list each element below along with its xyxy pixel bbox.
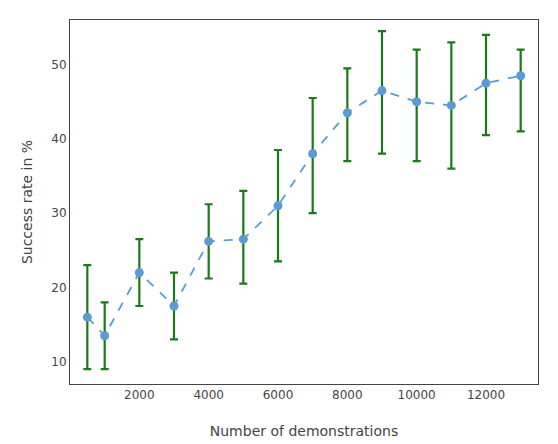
svg-text:Number of demonstrations: Number of demonstrations	[210, 423, 398, 439]
svg-text:10: 10	[51, 355, 66, 369]
svg-text:6000: 6000	[263, 388, 294, 402]
svg-text:Success rate in %: Success rate in %	[19, 140, 35, 264]
svg-text:2000: 2000	[124, 388, 155, 402]
svg-text:20: 20	[51, 281, 66, 295]
svg-text:30: 30	[51, 206, 66, 220]
svg-text:8000: 8000	[332, 388, 363, 402]
svg-text:50: 50	[51, 58, 66, 72]
svg-text:4000: 4000	[193, 388, 224, 402]
svg-text:12000: 12000	[467, 388, 505, 402]
svg-text:40: 40	[51, 132, 66, 146]
svg-text:10000: 10000	[398, 388, 436, 402]
